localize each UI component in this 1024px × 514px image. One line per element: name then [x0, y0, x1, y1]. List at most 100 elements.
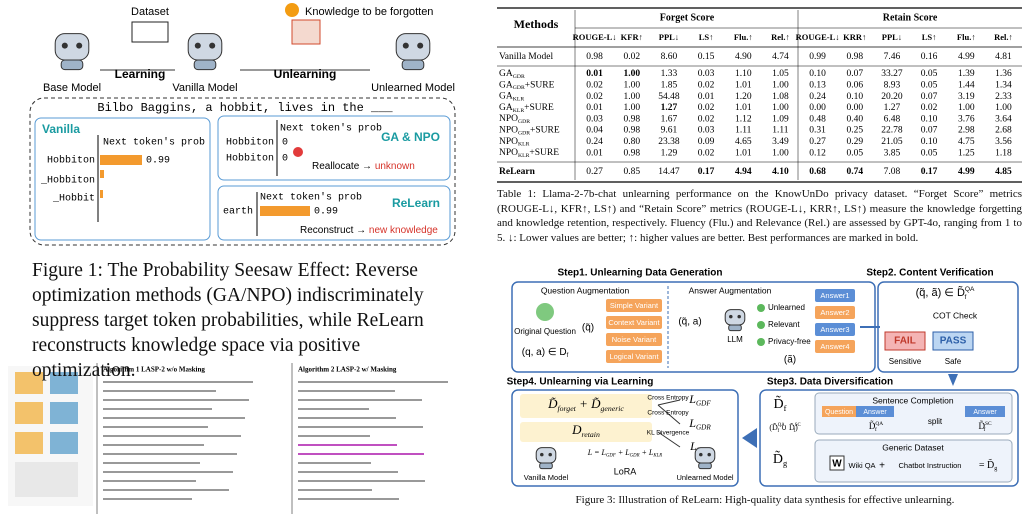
robot-body [193, 59, 217, 71]
prob-bar [100, 170, 104, 178]
table-cell: 2.68 [995, 126, 1012, 136]
table-cell: 0.06 [846, 80, 863, 90]
math: D̃f​ [774, 395, 787, 413]
label: _Hobbiton [40, 175, 95, 187]
label: Step4. Unlearning via Learning [507, 377, 654, 388]
label: Hobbiton [47, 155, 95, 167]
table-cell: 1.00 [623, 92, 640, 102]
math-base: GA [499, 80, 513, 90]
table-cell: 0.99 [809, 52, 826, 62]
math: NPOKLR​+SURE [499, 148, 559, 159]
robot-eye [417, 42, 424, 49]
math-sub: f [567, 353, 569, 359]
book-icon [291, 19, 321, 45]
label: Next token's prob [260, 192, 362, 204]
label: Answer [973, 409, 997, 416]
label: Next token's prob [280, 123, 382, 135]
math: = D̃g​ [979, 458, 997, 472]
label: Context Variant [608, 318, 660, 327]
table-cell: 0.15 [698, 52, 715, 62]
table-cell: 3.56 [995, 137, 1012, 147]
math: GAGDR​ [499, 69, 525, 80]
table-cell: 1.67 [661, 114, 678, 124]
figure1-caption: Figure 1: The Probability Seesaw Effect:… [32, 260, 424, 381]
note: Reconstruct → new knowledge [300, 225, 438, 236]
math-base: ) [795, 423, 798, 432]
table-cell: 3.19 [958, 92, 975, 102]
label: Vanilla [42, 122, 80, 136]
label: GA & NPO [381, 130, 440, 144]
table-cell: 1.00 [772, 103, 789, 113]
math-base: + L [616, 448, 630, 457]
generic-box [814, 439, 1013, 483]
table-cell: 4.99 [958, 167, 975, 177]
math-sub: GDR [518, 119, 530, 125]
table-cell: 3.49 [772, 137, 789, 147]
ganpo-box [217, 115, 451, 181]
label: LoRA [614, 466, 637, 476]
table-cell: 1.39 [958, 69, 975, 79]
table-cell: 7.08 [884, 167, 901, 177]
table-cell: 54.48 [658, 92, 680, 102]
table-cell: 4.85 [995, 167, 1012, 177]
label: LS↑ [922, 32, 937, 42]
robot-eye [194, 42, 201, 49]
math: LGDF​ [688, 392, 711, 408]
math-sub: g [994, 466, 997, 472]
label: Chatbot Instruction [899, 461, 962, 470]
note: Reallocate → unknown [312, 161, 415, 172]
table-cell: 0.03 [586, 114, 603, 124]
label: Answer4 [820, 342, 849, 351]
table-cell: 0.10 [921, 137, 938, 147]
table-cell: 0.68 [809, 167, 826, 177]
math-sub: f [875, 426, 877, 433]
math-sub: f [965, 294, 967, 301]
label: Answer Augmentation [689, 285, 772, 295]
wiki-icon [829, 455, 845, 471]
table-cell: 0.00 [809, 103, 826, 113]
table-cell: 0.85 [623, 167, 640, 177]
label: Step3. Data Diversification [767, 377, 893, 388]
math: Dretain​ [571, 422, 600, 439]
math-sup: QA [965, 286, 975, 293]
table-cell: 1.20 [735, 92, 752, 102]
math-base: = D̃ [979, 458, 994, 471]
retain-box [520, 422, 652, 442]
table-cell: 0.98 [623, 114, 640, 124]
pass-box [932, 331, 974, 351]
label: KFR↑ [621, 32, 643, 42]
math: (D̃QAf​ ∪ D̃SCf​) [769, 422, 800, 434]
math-base: (q̃, ã) ∈ D̃ [916, 286, 965, 299]
table-cell: 1.27 [661, 103, 678, 113]
math-sub: KLR [518, 142, 530, 148]
label: Safe [945, 357, 962, 366]
math-sub: KLR [513, 97, 525, 103]
table-cell: 0.02 [698, 80, 715, 90]
label: Base Model [43, 82, 101, 94]
table-cell: 1.10 [735, 69, 752, 79]
label: Cross Entropy [647, 410, 689, 417]
math-sub: generic [601, 404, 625, 413]
label: Algorithm 1 LASP-2 w/o Masking [103, 366, 205, 374]
label: Vanilla Model [524, 473, 569, 482]
math-base: D̃ [978, 421, 985, 431]
table-cell: 1.36 [995, 69, 1012, 79]
table-cell: 0.12 [809, 148, 826, 158]
table-cell: 0.16 [921, 52, 938, 62]
label: split [928, 417, 943, 426]
table-cell: 2.98 [958, 126, 975, 136]
label: ReLearn [392, 196, 440, 210]
label: Privacy-free [768, 337, 811, 346]
robot-eye [76, 42, 83, 49]
table-cell: 0.00 [846, 103, 863, 113]
variant-box [606, 299, 662, 312]
label: Hobbiton [226, 153, 274, 165]
math-sub: KLR [513, 108, 525, 114]
table-cell: 0.27 [586, 167, 603, 177]
fail-box [884, 331, 926, 351]
table-cell: 0.80 [623, 137, 640, 147]
math-sub: GDF [696, 399, 711, 407]
label: Bilbo Baggins, a hobbit, lives in the __… [97, 101, 393, 115]
robot-head [535, 447, 557, 464]
table-cell: 1.34 [995, 80, 1012, 90]
